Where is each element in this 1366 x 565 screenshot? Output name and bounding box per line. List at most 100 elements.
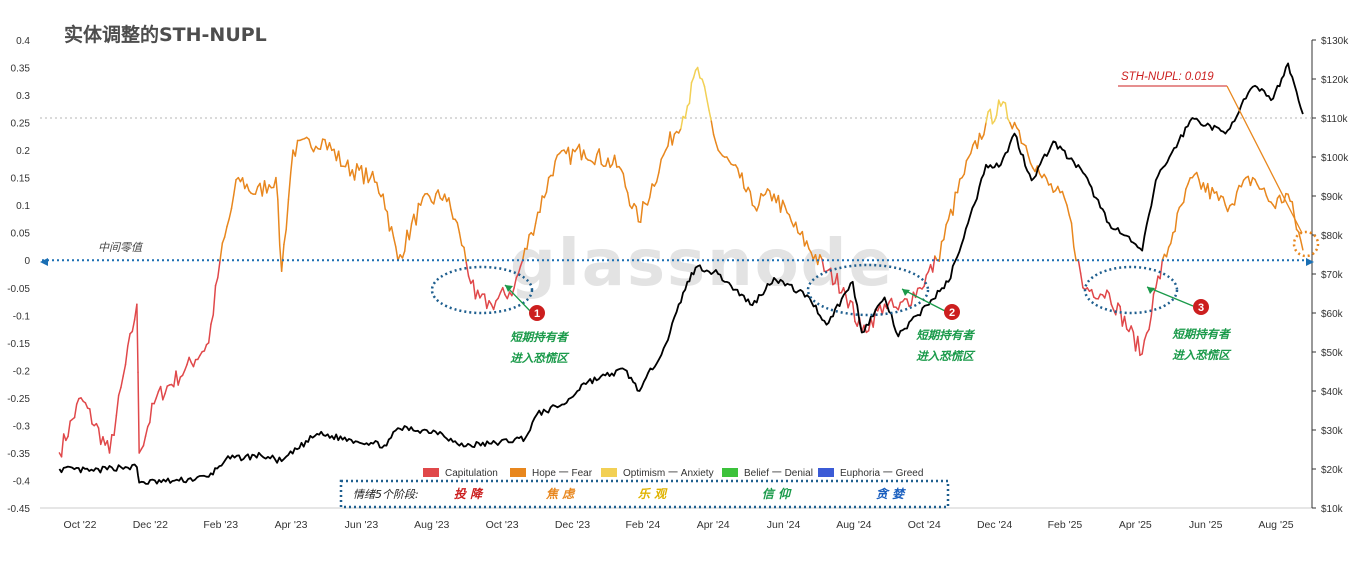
sth-nupl-segment [906, 298, 910, 308]
y-left-tick-label: 0 [24, 256, 30, 267]
sth-nupl-segment [67, 420, 71, 438]
sth-nupl-segment [620, 168, 625, 175]
sth-nupl-segment [60, 433, 65, 458]
sth-nupl-segment [781, 199, 786, 207]
sth-nupl-segment [658, 158, 662, 174]
sth-nupl-segment [701, 78, 706, 88]
y-right-tick-label: $40k [1321, 387, 1344, 398]
sth-nupl-segment [419, 196, 424, 206]
sth-nupl-segment [1103, 289, 1108, 299]
sth-nupl-segment [993, 114, 998, 122]
sth-nupl-segment [671, 133, 676, 146]
sth-nupl-segment [159, 385, 164, 401]
sth-nupl-segment [1137, 335, 1141, 357]
sth-nupl-segment [353, 163, 358, 181]
sth-nupl-segment [1287, 193, 1291, 202]
sth-nupl-segment [75, 397, 80, 405]
sth-nupl-segment [144, 426, 149, 437]
sth-nupl-segment [386, 211, 391, 232]
sth-nupl-segment [214, 276, 219, 287]
sth-nupl-segment [472, 279, 477, 300]
current-value-label: STH-NUPL: 0.019 [1121, 71, 1214, 83]
sth-nupl-segment [456, 222, 461, 234]
y-left-tick-label: 0.2 [16, 146, 30, 157]
sth-nupl-segment [1013, 121, 1018, 129]
sth-nupl-segment [758, 192, 762, 206]
sth-nupl-segment [476, 289, 481, 299]
sth-nupl-segment [283, 228, 287, 246]
legend-label: Hope 一 Fear [532, 468, 593, 479]
sth-nupl-segment [534, 211, 539, 225]
chart-title: 实体调整的STH-NUPL [64, 24, 267, 46]
sth-nupl-segment [1141, 339, 1146, 355]
y-left-tick-label: -0.35 [7, 449, 30, 460]
sth-nupl-segment [706, 97, 710, 112]
sth-nupl-segment [1011, 121, 1016, 130]
zero-line-arrow-left [40, 258, 48, 266]
sth-nupl-segment [1187, 177, 1191, 185]
fear-zone-ellipse [1083, 265, 1179, 315]
sth-nupl-segment [188, 356, 193, 364]
sth-nupl-segment [997, 99, 1002, 107]
y-left-tick-label: 0.05 [11, 229, 31, 240]
sth-nupl-segment [923, 274, 928, 287]
sth-nupl-segment [226, 217, 230, 228]
legend-swatch [423, 468, 439, 477]
y-right-tick-label: $60k [1321, 309, 1344, 320]
sth-nupl-segment [1254, 178, 1259, 186]
sth-nupl-segment [1148, 315, 1153, 331]
sth-nupl-segment [1043, 173, 1048, 180]
sth-nupl-segment [149, 402, 153, 424]
y-right-tick-label: $130k [1321, 36, 1349, 47]
sth-nupl-segment [246, 183, 250, 192]
callout-number-badge [1193, 299, 1209, 315]
sth-nupl-segment [646, 196, 651, 206]
sth-nupl-segment [365, 167, 370, 184]
sth-nupl-segment [1119, 305, 1124, 327]
sth-nupl-segment [521, 247, 526, 261]
sth-nupl-segment [177, 376, 182, 386]
sth-nupl-segment [287, 171, 292, 201]
stage-label: 贪 婪 [876, 487, 906, 501]
sth-nupl-segment [254, 186, 259, 195]
sth-nupl-segment [1027, 154, 1032, 164]
y-left-tick-label: -0.4 [13, 476, 31, 487]
sth-nupl-segment [567, 146, 572, 165]
callout-arrow-head [505, 285, 513, 292]
sth-nupl-segment [492, 300, 497, 311]
y-left-tick-label: -0.15 [7, 339, 30, 350]
sth-nupl-segment [1061, 190, 1066, 200]
stage-label: 焦 虑 [546, 487, 576, 501]
sth-nupl-segment [1195, 171, 1200, 181]
sth-nupl-segment [266, 184, 270, 194]
sth-nupl-segment [539, 195, 543, 213]
sth-nupl-segment [1130, 325, 1135, 333]
sth-nupl-segment [1063, 197, 1068, 206]
sth-nupl-segment [230, 194, 235, 210]
sth-nupl-segment [308, 138, 313, 149]
sth-nupl-segment [810, 251, 815, 261]
stage-label: 信 仰 [762, 487, 792, 501]
sth-nupl-segment [777, 194, 782, 213]
y-right-tick-label: $90k [1321, 192, 1344, 203]
x-tick-label: Oct '24 [908, 519, 941, 531]
sth-nupl-segment [1256, 183, 1261, 190]
sth-nupl-segment [515, 272, 520, 279]
sth-nupl-segment [1110, 303, 1115, 311]
x-tick-label: Apr '24 [697, 519, 730, 531]
sth-nupl-segment [952, 191, 956, 216]
sth-nupl-segment [362, 167, 367, 185]
y-right-tick-label: $20k [1321, 465, 1344, 476]
sth-nupl-segment [324, 138, 328, 151]
callout-line2: 进入恐慌区 [916, 349, 976, 363]
sth-nupl-segment [131, 319, 136, 333]
sth-nupl-segment [184, 364, 188, 372]
sth-nupl-segment [261, 180, 266, 197]
sth-nupl-segment [897, 301, 902, 311]
sth-nupl-segment [219, 242, 224, 261]
sth-nupl-segment [1291, 201, 1296, 218]
sth-nupl-segment [164, 385, 168, 395]
callout-line1: 短期持有者 [1171, 327, 1231, 341]
sth-nupl-segment [1206, 182, 1211, 200]
callout-arrow-head [902, 289, 910, 296]
